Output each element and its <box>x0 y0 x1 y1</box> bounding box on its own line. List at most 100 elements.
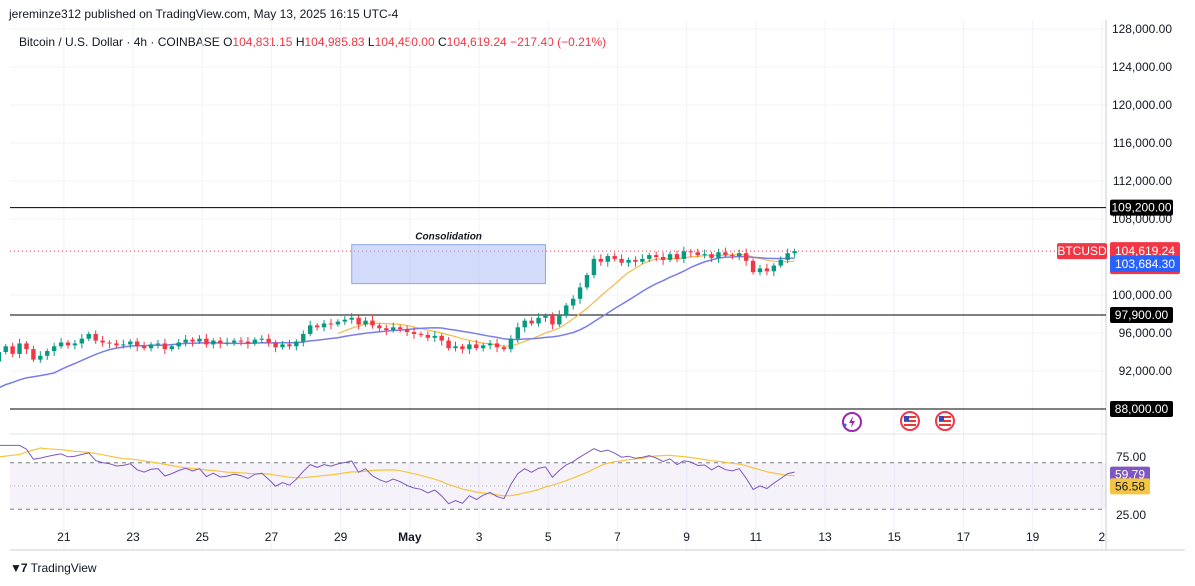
rsi-moving-average <box>0 447 795 497</box>
horizontal-levels <box>10 207 1106 410</box>
candle <box>93 333 98 341</box>
x-tick-label: 23 <box>126 530 140 544</box>
candle <box>294 341 299 347</box>
candle <box>245 341 251 344</box>
candle <box>570 298 576 306</box>
candle <box>667 254 673 260</box>
tradingview-logo-icon[interactable]: ▼7 <box>10 561 28 575</box>
candle <box>494 343 500 348</box>
us-flag-icon[interactable] <box>935 411 955 431</box>
candle <box>619 258 624 263</box>
candle <box>439 335 444 341</box>
level-tag: 97,900.00 <box>1115 308 1169 322</box>
x-tick-label: 2 <box>1099 530 1106 544</box>
grid <box>10 20 1106 550</box>
candle <box>536 317 541 324</box>
y-tick-label: 124,000.00 <box>1112 60 1172 74</box>
candle <box>342 319 347 322</box>
candle <box>148 344 154 349</box>
candle <box>778 259 783 266</box>
symbol-legend: Bitcoin / U.S. Dollar · 4h · COINBASE O 1… <box>19 35 606 49</box>
change-value: −217.40 (−0.21%) <box>510 35 607 49</box>
candle <box>155 343 161 345</box>
candle <box>460 346 465 350</box>
candle <box>3 346 8 352</box>
candle <box>218 340 223 344</box>
candle <box>259 338 264 340</box>
candle <box>314 325 320 328</box>
close-value: 104,619.24 <box>446 35 507 49</box>
candle <box>51 346 57 352</box>
candle <box>377 325 382 329</box>
candle <box>681 251 687 259</box>
price-tag: 104,619.24 <box>1115 244 1175 258</box>
candle <box>10 346 15 354</box>
x-tick-label: 11 <box>750 530 763 544</box>
candle <box>411 332 417 334</box>
candle <box>785 253 790 260</box>
candle <box>335 321 341 325</box>
candle <box>321 323 327 328</box>
candle <box>100 340 105 343</box>
candle <box>183 339 188 343</box>
candle <box>654 255 659 257</box>
candle <box>550 315 555 325</box>
candle <box>58 342 64 347</box>
candle <box>231 340 237 343</box>
candle <box>397 327 403 330</box>
level-tag: 88,000.00 <box>1115 402 1169 416</box>
candle <box>764 268 770 272</box>
time-axis[interactable]: 21 23 25 27 29 May 3 5 7 9 11 13 15 17 19 2 <box>57 530 1105 544</box>
candle <box>65 342 71 346</box>
footer-brand[interactable]: TradingView <box>30 561 97 575</box>
lightning-event-icon[interactable] <box>842 412 862 432</box>
candle <box>328 323 334 325</box>
rsi-tick-label: 75.00 <box>1116 450 1146 464</box>
candle <box>349 317 354 320</box>
candle <box>190 339 195 342</box>
rsi-line <box>0 444 795 505</box>
candle <box>308 325 313 334</box>
candle <box>0 352 1 362</box>
candle <box>162 343 168 350</box>
publisher-line: jereminze312 published on TradingView.co… <box>9 7 399 21</box>
x-tick-label: 21 <box>57 530 71 544</box>
candle <box>515 327 520 339</box>
candle <box>121 344 126 346</box>
candle <box>508 338 514 350</box>
candle <box>363 320 368 325</box>
candle <box>591 258 597 276</box>
symbol-title[interactable]: Bitcoin / U.S. Dollar · 4h · COINBASE <box>19 35 220 49</box>
consolidation-box[interactable]: Consolidation <box>351 232 546 285</box>
candle <box>723 252 728 256</box>
low-value: 104,450.00 <box>374 35 435 49</box>
candle <box>446 340 451 349</box>
level-tag-bg <box>1110 306 1173 323</box>
us-flag-icon[interactable] <box>900 411 920 431</box>
candle <box>418 333 424 335</box>
candle <box>730 255 735 257</box>
candle <box>584 275 590 288</box>
candle <box>72 343 78 346</box>
x-tick-label: 29 <box>334 530 348 544</box>
candle <box>626 259 631 263</box>
low-label: L <box>367 35 375 49</box>
x-tick-label: 15 <box>888 530 902 544</box>
x-tick-label: 19 <box>1026 530 1040 544</box>
candle <box>757 268 763 273</box>
x-tick-label: 17 <box>957 530 971 544</box>
candle <box>128 341 133 345</box>
candle <box>743 253 749 261</box>
high-value: 104,985.83 <box>304 35 365 49</box>
open-label: O <box>223 35 233 49</box>
y-tick-label: 120,000.00 <box>1112 98 1172 112</box>
candle <box>522 320 527 328</box>
candle <box>135 341 140 347</box>
candle <box>169 346 174 350</box>
candle <box>252 339 258 344</box>
candle <box>356 317 361 325</box>
ma-tag: 103,684.30 <box>1115 257 1175 271</box>
level-tag-bg <box>1110 401 1173 417</box>
candle <box>487 343 493 346</box>
